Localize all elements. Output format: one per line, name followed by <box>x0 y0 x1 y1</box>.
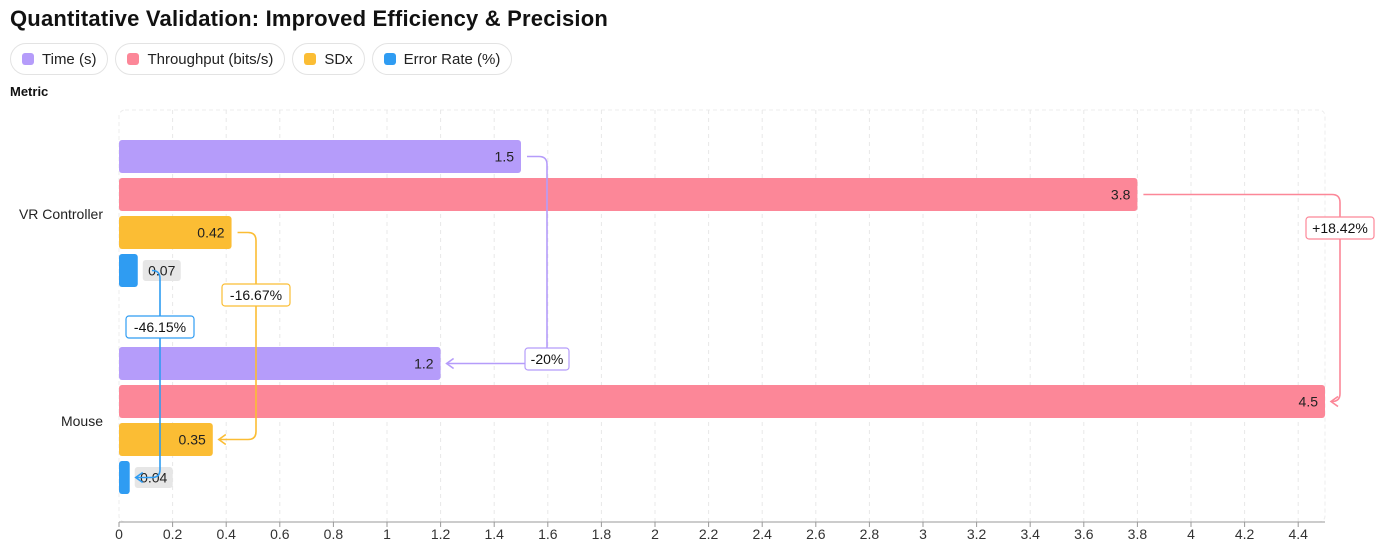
x-tick-label: 1.4 <box>484 526 504 542</box>
legend-label-error: Error Rate (%) <box>403 50 501 68</box>
annotation-label: -46.15% <box>134 319 186 335</box>
annotation-label-box <box>524 347 570 371</box>
x-tick-label: 1.2 <box>431 526 451 542</box>
y-category-label: VR Controller <box>19 206 103 222</box>
bar <box>119 347 441 380</box>
legend-item-sdx[interactable]: SDx <box>292 43 365 75</box>
x-tick-label: 2 <box>651 526 659 542</box>
annotation-connector <box>1143 193 1341 403</box>
bar <box>119 140 521 173</box>
x-tick-label: 3.6 <box>1074 526 1094 542</box>
x-tick-label: 3.2 <box>967 526 987 542</box>
x-tick-label: 2.2 <box>699 526 719 542</box>
annotation-arrowhead <box>1329 395 1339 408</box>
bar-value-label: 1.5 <box>495 149 515 165</box>
x-tick-label: 4.2 <box>1235 526 1255 542</box>
annotation-label-box <box>1305 216 1375 240</box>
x-tick-label: 3.8 <box>1128 526 1148 542</box>
x-tick-label: 4 <box>1187 526 1195 542</box>
x-tick-label: 0.2 <box>163 526 183 542</box>
legend-label-sdx: SDx <box>324 50 353 68</box>
bar <box>119 423 213 456</box>
x-tick-label: 0.4 <box>216 526 236 542</box>
bar-value-label: 0.42 <box>197 225 224 241</box>
annotation-arrowhead <box>445 357 455 370</box>
x-tick-label: 0 <box>115 526 123 542</box>
x-tick-label: 2.6 <box>806 526 826 542</box>
bar-value-label: 0.35 <box>179 432 206 448</box>
plot-frame <box>118 109 1326 523</box>
legend: Time (s) Throughput (bits/s) SDx Error R… <box>10 43 513 75</box>
bar <box>119 385 1325 418</box>
bar <box>119 216 232 249</box>
annotation-label: -16.67% <box>230 287 282 303</box>
legend-item-throughput[interactable]: Throughput (bits/s) <box>115 43 286 75</box>
x-tick-label: 3 <box>919 526 927 542</box>
x-tick-label: 2.4 <box>752 526 772 542</box>
legend-swatch-sdx <box>304 53 317 65</box>
bar <box>119 178 1138 211</box>
x-tick-label: 1.6 <box>538 526 558 542</box>
legend-swatch-error <box>383 53 396 65</box>
x-tick-label: 0.8 <box>324 526 344 542</box>
legend-item-time[interactable]: Time (s) <box>10 43 109 75</box>
bar <box>119 461 130 494</box>
annotation-arrowhead <box>217 433 227 446</box>
y-category-label: Mouse <box>61 413 103 429</box>
bar-value-label: 4.5 <box>1299 394 1319 410</box>
bar-value-label: 0.07 <box>148 263 175 279</box>
x-tick-label: 3.4 <box>1020 526 1040 542</box>
bar-value-label: 1.2 <box>414 356 434 372</box>
annotation-label: -20% <box>531 351 564 367</box>
bar <box>119 254 138 287</box>
legend-swatch-throughput <box>127 53 140 65</box>
annotation-arrowhead <box>134 471 144 484</box>
chart-title: Quantitative Validation: Improved Effici… <box>10 6 609 31</box>
legend-label-throughput: Throughput (bits/s) <box>147 50 274 68</box>
x-tick-label: 1.8 <box>592 526 612 542</box>
x-tick-label: 4.4 <box>1288 526 1308 542</box>
x-tick-label: 1 <box>383 526 391 542</box>
legend-label-time: Time (s) <box>42 50 97 68</box>
legend-item-error[interactable]: Error Rate (%) <box>371 43 513 75</box>
legend-title: Metric <box>10 84 49 99</box>
legend-swatch-time <box>22 53 34 65</box>
annotation-label: +18.42% <box>1312 220 1368 236</box>
value-label-bg <box>142 260 181 281</box>
annotation-connector <box>218 231 257 441</box>
annotation-label-box <box>221 283 291 307</box>
annotation-label-box <box>125 315 195 339</box>
annotation-connector <box>135 269 161 479</box>
x-tick-label: 0.6 <box>270 526 290 542</box>
x-tick-label: 2.8 <box>860 526 880 542</box>
bar-value-label: 3.8 <box>1111 187 1131 203</box>
